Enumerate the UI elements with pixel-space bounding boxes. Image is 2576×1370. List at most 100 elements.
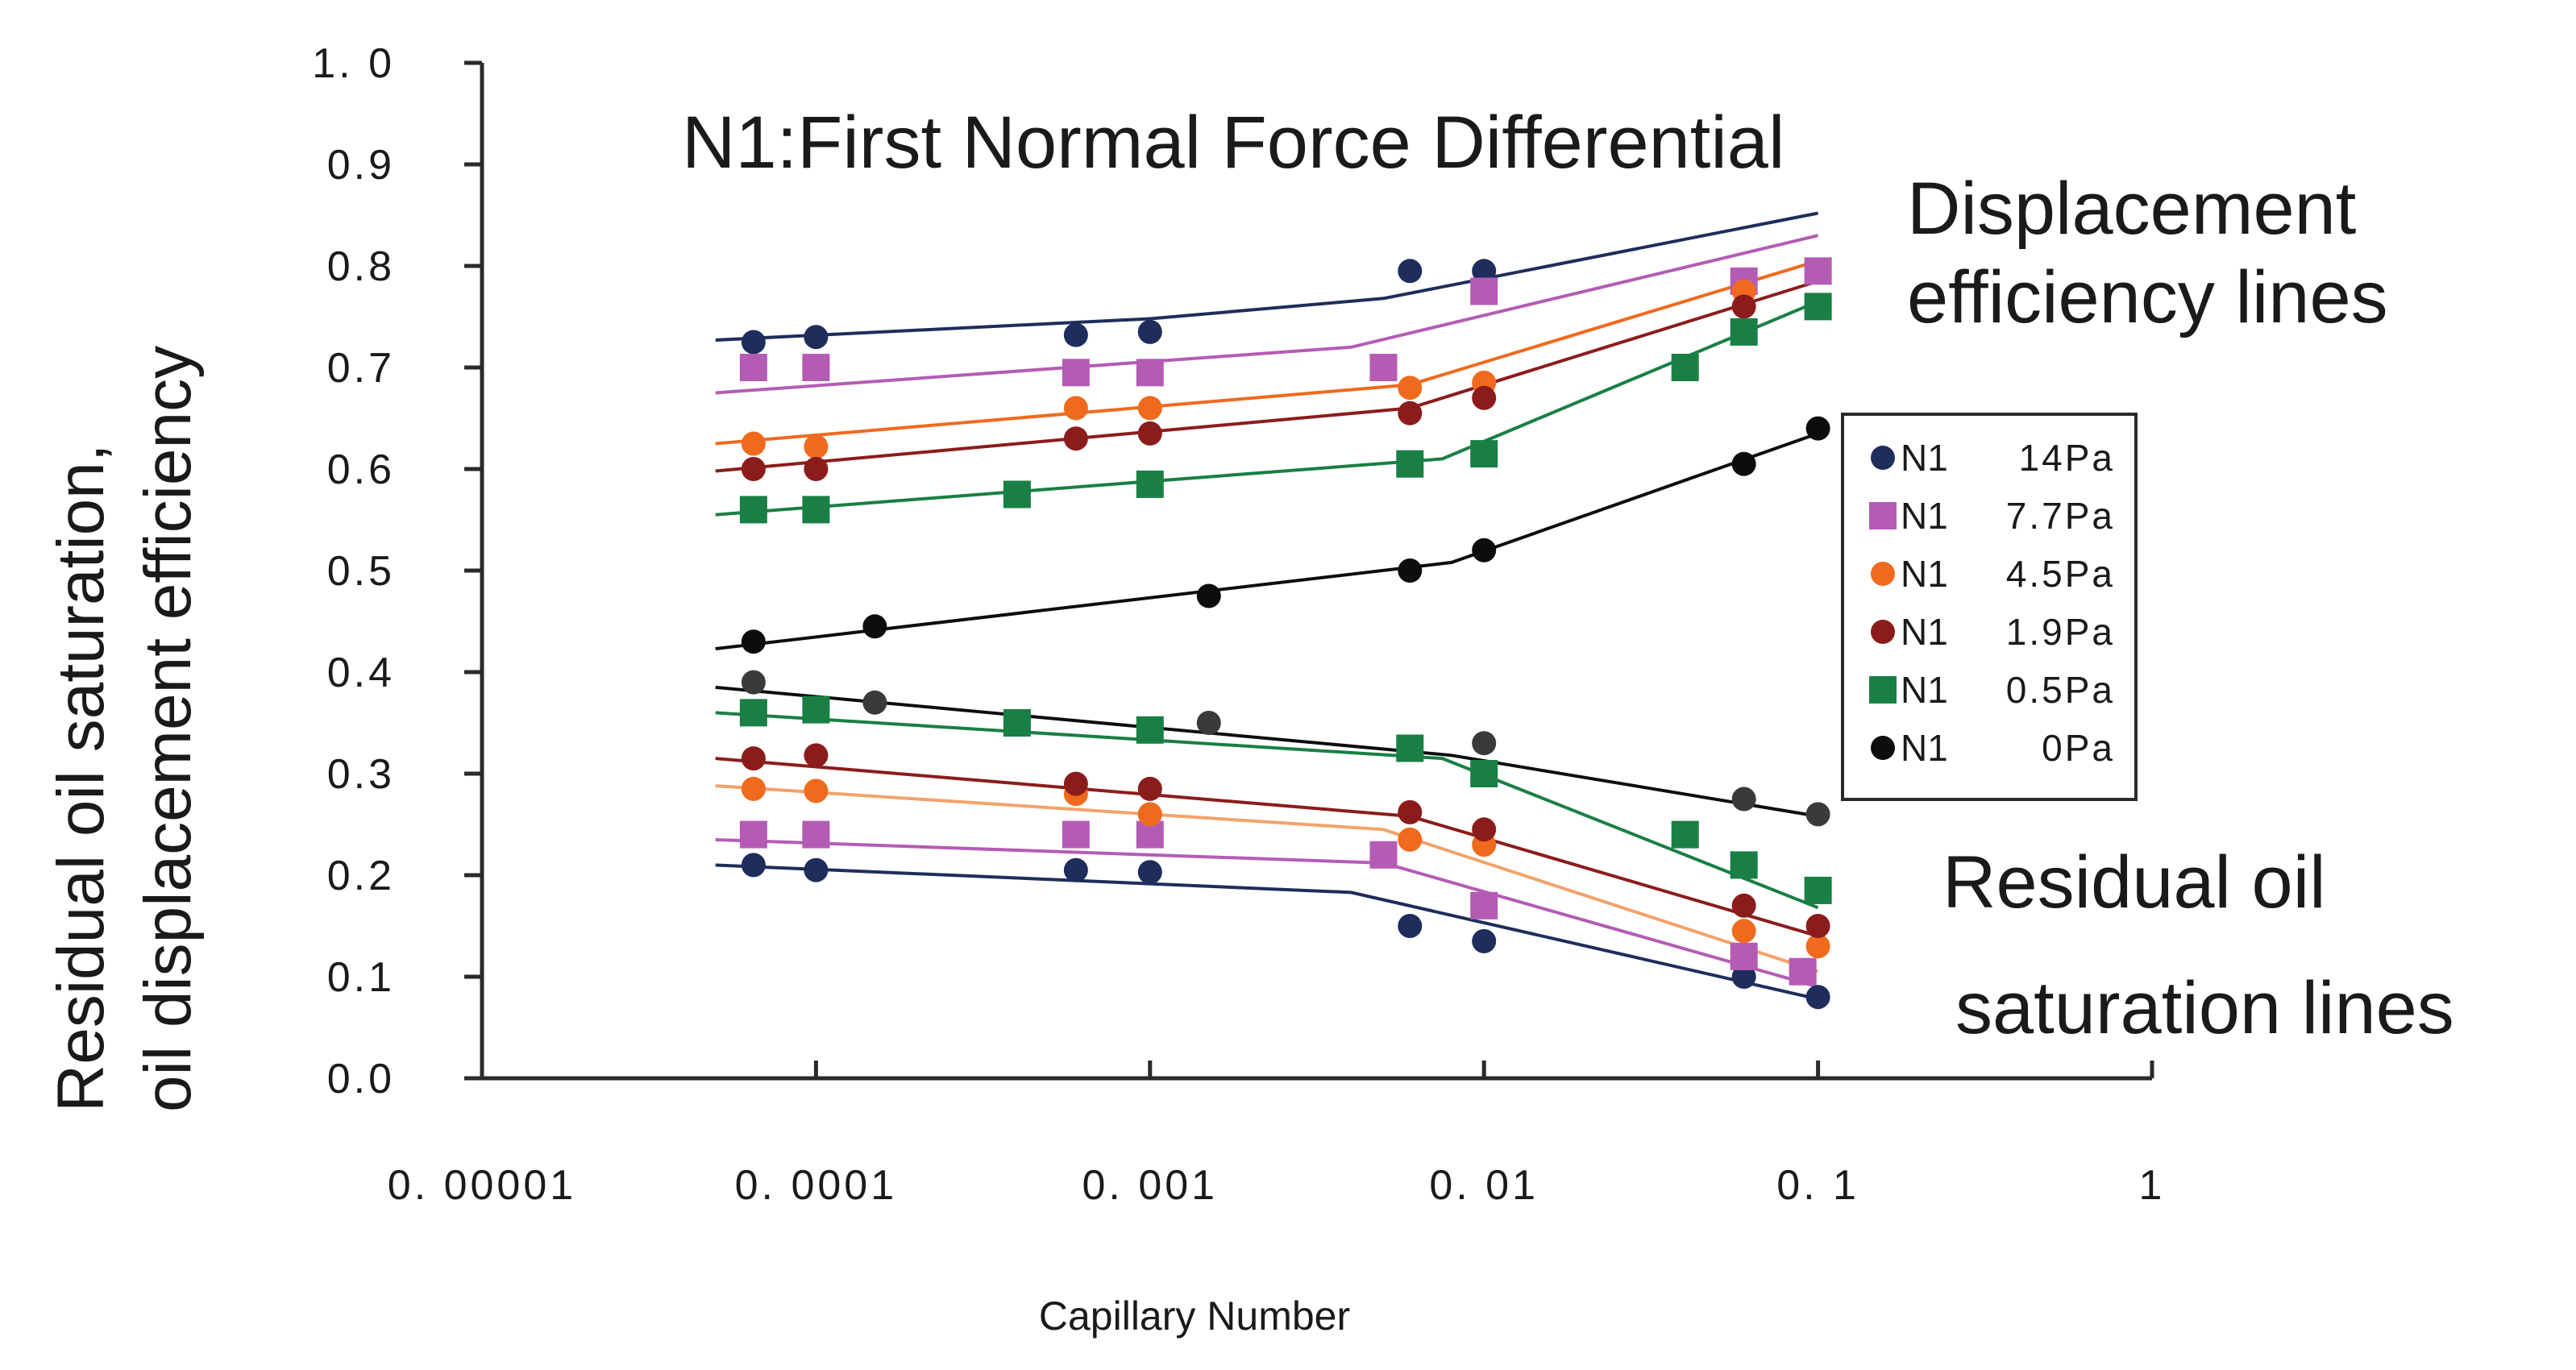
residual-data-point bbox=[804, 743, 829, 768]
residual-data-point bbox=[1398, 799, 1423, 824]
legend-marker bbox=[1869, 676, 1897, 704]
displacement-data-point bbox=[1062, 359, 1090, 387]
displacement-data-point bbox=[802, 496, 830, 524]
residual-data-point bbox=[1730, 942, 1758, 970]
legend-series-value: 14Pa bbox=[2019, 437, 2115, 479]
displacement-data-point bbox=[1804, 293, 1832, 321]
residual-fit-line bbox=[715, 784, 1819, 974]
displacement-data-point bbox=[1003, 480, 1031, 509]
residual-data-point bbox=[1731, 965, 1756, 989]
displacement-data-point bbox=[804, 325, 829, 350]
residual-data-point bbox=[1804, 876, 1832, 904]
residual-data-point bbox=[739, 699, 767, 727]
displacement-data-point bbox=[1063, 396, 1088, 421]
legend-series-label: N1 bbox=[1901, 495, 1948, 537]
legend-series-label: N1 bbox=[1901, 727, 1948, 769]
y-tick-label: 0.0 bbox=[327, 1056, 395, 1102]
x-axis-label: Capillary Number bbox=[1039, 1293, 1350, 1339]
y-tick-label: 0.1 bbox=[327, 954, 395, 1001]
displacement-data-point bbox=[1398, 558, 1423, 583]
residual-data-point bbox=[1472, 731, 1497, 756]
displacement-data-point bbox=[1196, 583, 1221, 608]
displacement-data-point bbox=[741, 629, 766, 654]
residual-data-point bbox=[1805, 934, 1830, 959]
displacement-fit-line bbox=[715, 234, 1819, 395]
legend-series-value: 7.7Pa bbox=[2006, 495, 2115, 537]
displacement-data-point bbox=[862, 614, 887, 639]
y-tick-label: 0.8 bbox=[327, 243, 395, 290]
legend-series-value: 1.9Pa bbox=[2006, 611, 2115, 653]
axes: 0.0 0.1 0.2 0.3 0.4 0.5 0.6 0.7 0.8 0.9 1. 0 0. 00… bbox=[312, 40, 2166, 1209]
displacement-data-point bbox=[1731, 451, 1756, 476]
legend-items: N1 14Pa N1 7.7Pa N1 4.5Pa N1 1.9Pa N1 0.5Pa N1 0Pa bbox=[1869, 437, 2115, 769]
legend-series-label: N1 bbox=[1901, 611, 1948, 653]
displacement-data-point bbox=[1804, 257, 1832, 285]
displacement-data-point bbox=[741, 431, 766, 456]
y-ticks: 0.0 0.1 0.2 0.3 0.4 0.5 0.6 0.7 0.8 0.9 1. 0 bbox=[312, 40, 482, 1102]
displacement-data-point bbox=[1472, 538, 1497, 563]
y-tick-label: 0.5 bbox=[327, 548, 395, 595]
displacement-data-point bbox=[804, 457, 829, 481]
residual-data-point bbox=[741, 670, 766, 695]
legend-marker bbox=[1871, 562, 1895, 586]
fit-lines bbox=[715, 211, 1819, 1001]
x-tick-label: 1 bbox=[2139, 1162, 2166, 1209]
residual-data-point bbox=[1731, 787, 1756, 812]
y-tick-label: 0.6 bbox=[327, 446, 395, 493]
residual-data-point bbox=[1196, 711, 1221, 735]
residual-fit-line bbox=[715, 685, 1818, 818]
x-tick-label: 0. 0001 bbox=[735, 1162, 898, 1209]
displacement-data-point bbox=[1730, 318, 1758, 346]
residual-data-point bbox=[1398, 827, 1423, 852]
legend-series-value: 4.5Pa bbox=[2006, 553, 2115, 595]
displacement-annotation-line2: efficiency lines bbox=[1907, 256, 2388, 338]
x-tick-label: 0. 1 bbox=[1776, 1162, 1859, 1209]
residual-data-point bbox=[741, 746, 766, 771]
residual-data-point bbox=[1398, 914, 1423, 938]
displacement-data-point bbox=[741, 330, 766, 355]
residual-data-point bbox=[1062, 820, 1090, 849]
displacement-data-point bbox=[1671, 354, 1699, 381]
residual-data-point bbox=[741, 776, 766, 801]
x-ticks: 0. 00001 0. 0001 0. 001 0. 01 0. 1 1 bbox=[388, 1061, 2166, 1209]
residual-data-point bbox=[1137, 802, 1162, 827]
x-tick-label: 0. 01 bbox=[1429, 1162, 1539, 1209]
displacement-data-point bbox=[1470, 440, 1498, 468]
residual-data-point bbox=[1472, 928, 1497, 953]
y-axis-label-line2: oil displacement efficiency bbox=[131, 346, 205, 1112]
residual-annotation-line1: Residual oil bbox=[1942, 841, 2326, 924]
residual-data-point bbox=[1470, 760, 1498, 787]
residual-annotation-line2: saturation lines bbox=[1955, 967, 2454, 1049]
y-tick-label: 0.9 bbox=[327, 142, 395, 189]
residual-data-point bbox=[862, 690, 887, 715]
displacement-data-point bbox=[1396, 450, 1424, 478]
legend: N1 14Pa N1 7.7Pa N1 4.5Pa N1 1.9Pa N1 0.5Pa N1 0Pa bbox=[1841, 413, 2138, 801]
residual-fit-line bbox=[715, 711, 1819, 910]
residual-data-point bbox=[1063, 771, 1088, 796]
legend-series-label: N1 bbox=[1901, 553, 1948, 595]
residual-data-point bbox=[804, 778, 829, 803]
y-tick-label: 0.7 bbox=[327, 345, 395, 392]
legend-marker bbox=[1869, 502, 1897, 529]
displacement-data-point bbox=[1472, 259, 1497, 284]
residual-data-point bbox=[1472, 817, 1497, 842]
y-tick-label: 0.4 bbox=[327, 650, 395, 696]
y-tick-label: 0.3 bbox=[327, 751, 395, 798]
residual-data-point bbox=[1730, 851, 1758, 879]
residual-data-point bbox=[1063, 857, 1088, 882]
displacement-data-point bbox=[1063, 322, 1088, 347]
legend-marker bbox=[1871, 736, 1895, 760]
displacement-annotation-line1: Displacement bbox=[1907, 168, 2356, 250]
displacement-data-point bbox=[802, 354, 830, 381]
residual-data-point bbox=[804, 857, 829, 882]
markers bbox=[739, 257, 1832, 1010]
legend-series-label: N1 bbox=[1901, 669, 1948, 711]
residual-data-point bbox=[1805, 914, 1830, 938]
displacement-data-point bbox=[739, 496, 767, 524]
displacement-data-point bbox=[1136, 359, 1164, 387]
residual-data-point bbox=[1136, 716, 1164, 744]
residual-data-point bbox=[1805, 802, 1830, 827]
residual-data-point bbox=[802, 820, 830, 849]
